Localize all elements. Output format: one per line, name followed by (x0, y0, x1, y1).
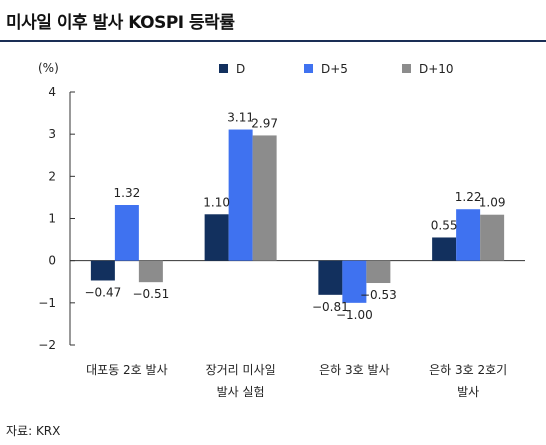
data-label: 1.09 (479, 196, 506, 210)
category-label: 대포동 2호 발사 (86, 363, 168, 377)
y-tick-label: 4 (48, 85, 56, 99)
y-axis-unit-label: (%) (38, 61, 59, 75)
data-label: 0.55 (431, 218, 458, 232)
legend-swatch (219, 64, 228, 73)
source-note: 자료: KRX (6, 424, 61, 438)
data-label: −1.00 (336, 308, 373, 322)
data-label: −0.47 (84, 285, 121, 299)
bar-d-4 (432, 237, 457, 261)
title-divider (0, 40, 546, 42)
chart-title: 미사일 이후 발사 KOSPI 등락률 (6, 13, 235, 33)
bar-dplus5-4 (456, 209, 481, 261)
bar-dplus10-3 (366, 260, 391, 284)
bar-dplus10-1 (138, 260, 163, 283)
bar-d-3 (318, 260, 343, 295)
y-tick-label: 1 (48, 212, 56, 226)
legend-label: D (236, 62, 245, 76)
y-tick-label: 2 (48, 169, 56, 183)
y-tick-label: 0 (48, 254, 56, 268)
data-label: 1.22 (455, 190, 482, 204)
bar-dplus5-3 (342, 260, 367, 303)
bar-dplus10-2 (252, 135, 277, 261)
data-label: 3.11 (227, 111, 254, 125)
y-tick-label: −1 (38, 296, 56, 310)
bars (90, 129, 505, 303)
legend-label: D+5 (321, 62, 348, 76)
data-label: −0.51 (132, 287, 169, 301)
legend-label: D+10 (419, 62, 454, 76)
category-label: 장거리 미사일 (206, 363, 276, 377)
category-label: 발사 (457, 385, 479, 399)
data-label: 1.32 (114, 186, 141, 200)
y-tick-label: −2 (38, 338, 56, 352)
data-label: 1.10 (203, 195, 230, 209)
category-label: 은하 3호 발사 (319, 363, 389, 377)
legend: D D+5 D+10 (219, 62, 454, 76)
data-labels: −0.47 1.32 −0.51 1.10 3.112.97 −0.81−1.00 −0.5… (84, 111, 505, 322)
y-tick-label: 3 (48, 127, 56, 141)
data-label: −0.81 (312, 300, 349, 314)
category-label: 은하 3호 2호기 (429, 363, 507, 377)
bar-d-2 (204, 214, 229, 261)
data-label: 2.97 (251, 116, 278, 130)
legend-swatch (402, 64, 411, 73)
category-label: 발사 실험 (217, 385, 265, 399)
bar-dplus10-4 (480, 214, 505, 261)
data-label: −0.53 (360, 288, 397, 302)
bar-d-1 (90, 260, 115, 281)
legend-swatch (304, 64, 313, 73)
bar-dplus5-2 (228, 129, 253, 261)
bar-dplus5-1 (114, 205, 139, 261)
